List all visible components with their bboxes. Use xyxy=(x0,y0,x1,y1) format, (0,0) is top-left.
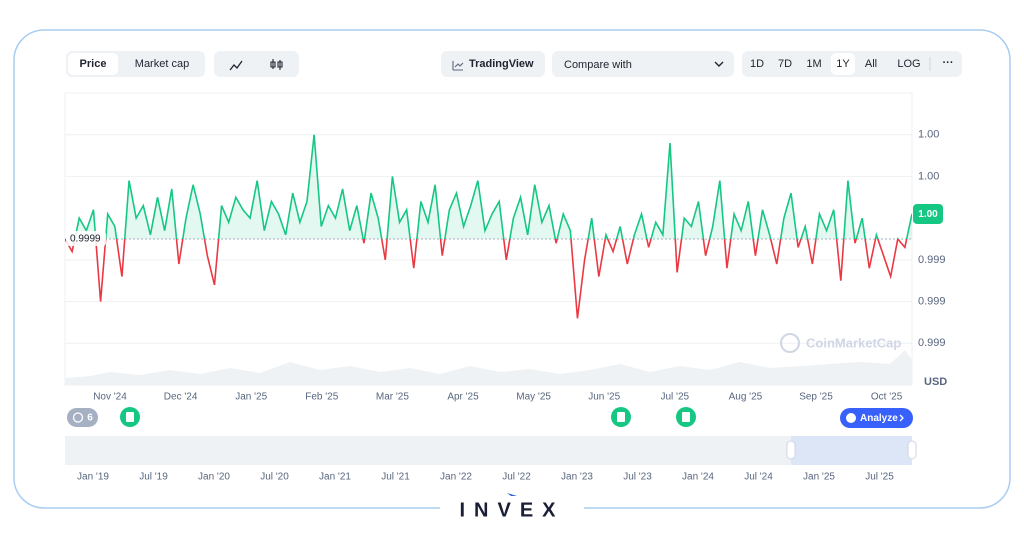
navigator-label: Jan '25 xyxy=(803,472,835,483)
y-tick-label: 1.00 xyxy=(918,170,939,182)
y-tick-label: 1.00 xyxy=(918,129,939,141)
x-tick-label: Sep '25 xyxy=(799,392,833,403)
more-button[interactable]: ··· xyxy=(943,57,954,69)
navigator-handle[interactable] xyxy=(786,440,796,460)
navigator-selection[interactable] xyxy=(791,436,912,465)
tab[interactable]: Price xyxy=(80,58,107,70)
doc-glyph xyxy=(617,412,625,422)
watermark: CoinMarketCap xyxy=(806,335,901,350)
x-tick-label: Nov '24 xyxy=(93,392,127,403)
analyze-label: Analyze xyxy=(860,413,898,424)
navigator-label: Jul '22 xyxy=(502,472,531,483)
y-tick-label: 0.999 xyxy=(918,254,946,266)
baseline-label-box xyxy=(66,231,106,246)
chart-type-group xyxy=(214,51,299,77)
x-tick-label: Apr '25 xyxy=(447,392,479,403)
doc-glyph xyxy=(682,412,690,422)
range-button[interactable]: 1Y xyxy=(836,58,850,70)
baseline-label: 0.9999 xyxy=(70,234,101,245)
current-price-label: 1.00 xyxy=(918,209,938,220)
doc-glyph xyxy=(126,412,134,422)
compare-select[interactable] xyxy=(552,51,734,77)
range-selected xyxy=(831,53,855,75)
navigator[interactable] xyxy=(65,436,912,465)
price-line-down xyxy=(65,239,908,319)
tradingview-label: TradingView xyxy=(469,58,534,70)
range-button[interactable]: 1D xyxy=(750,58,764,70)
x-tick-label: Mar '25 xyxy=(376,392,409,403)
tab-selected xyxy=(68,53,118,75)
navigator-handle[interactable] xyxy=(907,440,917,460)
tv-icon xyxy=(452,61,464,71)
line-icon[interactable] xyxy=(229,60,243,71)
unit-label: USD xyxy=(924,376,947,388)
x-tick-label: Aug '25 xyxy=(729,392,763,403)
navigator-label: Jul '24 xyxy=(744,472,773,483)
y-tick-label: 0.999 xyxy=(918,337,946,349)
logo-accent xyxy=(507,493,517,496)
x-tick-label: Jan '25 xyxy=(235,392,267,403)
volume-area xyxy=(65,350,912,385)
logo-backdrop xyxy=(440,498,584,522)
chevron xyxy=(714,61,724,67)
navigator-label: Jul '19 xyxy=(139,472,168,483)
range-button[interactable]: 7D xyxy=(778,58,792,70)
navigator-label: Jan '22 xyxy=(440,472,472,483)
history-icon xyxy=(72,412,84,423)
tab[interactable]: Market cap xyxy=(135,58,189,70)
range-button[interactable]: 1M xyxy=(806,58,821,70)
tradingview-button[interactable] xyxy=(441,51,545,77)
x-tick-label: Oct '25 xyxy=(871,392,903,403)
navigator-label: Jan '23 xyxy=(561,472,593,483)
current-price-badge xyxy=(913,203,943,224)
x-tick-label: Feb '25 xyxy=(305,392,338,403)
x-tick-label: Jul '25 xyxy=(661,392,690,403)
navigator-label: Jan '19 xyxy=(77,472,109,483)
analyze-button[interactable] xyxy=(840,408,913,428)
event-icons xyxy=(120,407,696,427)
navigator-label: Jul '25 xyxy=(865,472,894,483)
analyze-icon xyxy=(846,413,856,423)
navigator-label: Jul '23 xyxy=(623,472,652,483)
range-button[interactable]: All xyxy=(865,58,877,70)
candle-icon[interactable] xyxy=(270,59,283,70)
navigator-label: Jan '24 xyxy=(682,472,714,483)
watermark-icon xyxy=(780,333,800,353)
x-tick-label: May '25 xyxy=(516,392,551,403)
x-tick-label: Dec '24 xyxy=(164,392,198,403)
compare-label: Compare with xyxy=(564,59,632,71)
navigator-label: Jul '21 xyxy=(381,472,410,483)
price-line-up xyxy=(65,134,912,239)
logo: INVEX xyxy=(459,499,564,521)
y-tick-label: 0.999 xyxy=(918,295,946,307)
analyze-chevron xyxy=(899,414,904,422)
area-up xyxy=(65,134,912,239)
navigator-label: Jul '20 xyxy=(260,472,289,483)
navigator-label: Jan '21 xyxy=(319,472,351,483)
x-tick-label: Jun '25 xyxy=(588,392,620,403)
navigator-label: Jan '20 xyxy=(198,472,230,483)
range-button[interactable]: LOG xyxy=(897,58,920,70)
events-count: 6 xyxy=(87,413,93,424)
